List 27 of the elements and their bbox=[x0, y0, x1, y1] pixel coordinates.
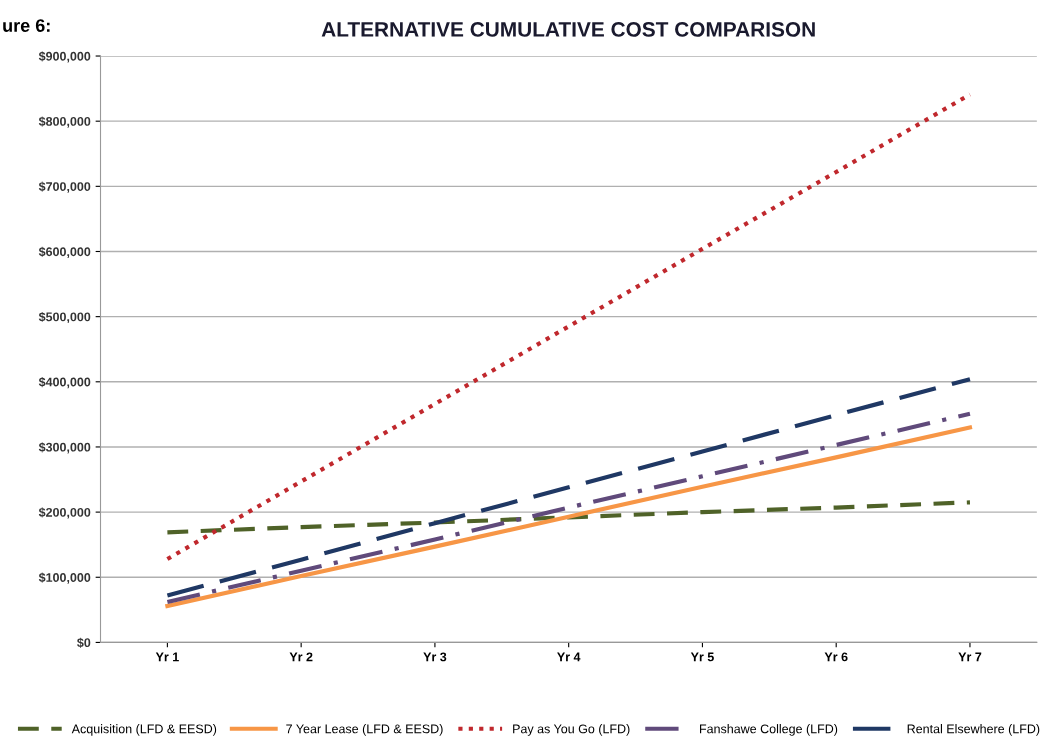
y-tick-label: $700,000 bbox=[38, 181, 91, 193]
x-tick-label: Yr 1 bbox=[155, 652, 179, 662]
legend-label: Pay as You Go (LFD) bbox=[513, 724, 630, 736]
line-series bbox=[165, 92, 973, 562]
legend-label: Fanshawe College (LFD) bbox=[700, 724, 838, 736]
x-tick-label: Yr 3 bbox=[423, 652, 447, 662]
x-tick-label: Yr 4 bbox=[557, 652, 581, 662]
y-tick-label: $800,000 bbox=[38, 116, 91, 128]
chart-title: ALTERNATIVE CUMULATIVE COST COMPARISON bbox=[321, 22, 815, 37]
y-tick-label: $100,000 bbox=[38, 572, 91, 584]
y-tick-label: $900,000 bbox=[38, 51, 91, 63]
legend-label: Rental Elsewhere (LFD) bbox=[907, 724, 1040, 736]
y-tick-label: $600,000 bbox=[38, 246, 91, 258]
line-series bbox=[165, 500, 973, 535]
y-tick-label: $0 bbox=[77, 637, 91, 648]
legend-label: Acquisition (LFD & EESD) bbox=[71, 724, 217, 736]
x-tick-label: Yr 2 bbox=[289, 652, 313, 662]
legend-label: 7 Year Lease (LFD & EESD) bbox=[286, 724, 443, 736]
y-tick-label: $200,000 bbox=[38, 507, 91, 519]
x-tick-label: Yr 7 bbox=[958, 652, 982, 662]
x-tick-label: Yr 6 bbox=[824, 652, 848, 662]
line-series bbox=[165, 377, 973, 598]
y-tick-label: $300,000 bbox=[38, 442, 91, 454]
text: ure 6: bbox=[3, 19, 50, 32]
y-tick-label: $500,000 bbox=[38, 311, 91, 324]
x-tick-label: Yr 5 bbox=[690, 652, 714, 662]
y-tick-label: $400,000 bbox=[38, 377, 91, 389]
